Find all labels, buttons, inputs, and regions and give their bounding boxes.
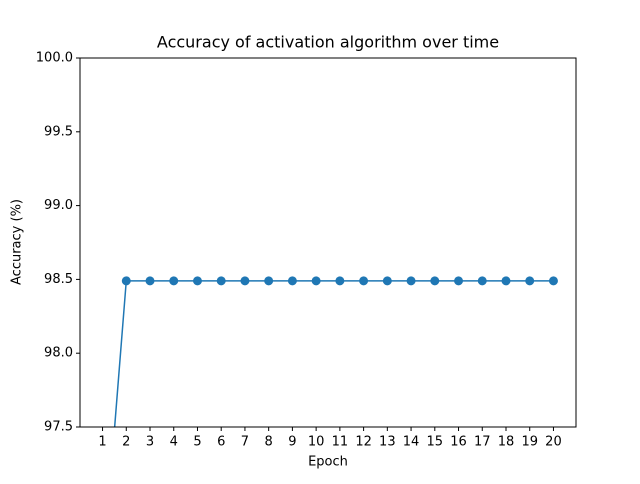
x-tick-label: 16 — [450, 435, 467, 450]
data-point — [287, 276, 297, 286]
data-point — [477, 276, 487, 286]
data-point — [145, 276, 155, 286]
data-point — [335, 276, 345, 286]
y-tick-label: 98.5 — [44, 272, 73, 287]
data-point — [240, 276, 250, 286]
x-tick-label: 10 — [308, 435, 325, 450]
x-tick-label: 11 — [332, 435, 349, 450]
x-tick-label: 3 — [146, 435, 154, 450]
x-tick-label: 18 — [498, 435, 515, 450]
data-point — [169, 276, 179, 286]
y-axis-label: Accuracy (%) — [10, 199, 25, 285]
data-point — [525, 276, 535, 286]
x-tick-label: 14 — [403, 435, 420, 450]
x-tick-label: 17 — [474, 435, 491, 450]
x-tick-label: 7 — [241, 435, 249, 450]
data-point — [216, 276, 226, 286]
x-tick-label: 13 — [379, 435, 396, 450]
data-point — [264, 276, 274, 286]
x-tick-label: 20 — [545, 435, 562, 450]
x-tick-label: 6 — [217, 435, 225, 450]
data-point — [406, 276, 416, 286]
x-tick-label: 9 — [288, 435, 296, 450]
data-point — [359, 276, 369, 286]
plot-area — [113, 276, 558, 427]
data-point — [311, 276, 321, 286]
data-point — [121, 276, 131, 286]
x-axis-label: Epoch — [308, 455, 348, 470]
x-tick-label: 4 — [170, 435, 178, 450]
data-point — [192, 276, 202, 286]
axes-frame — [79, 57, 577, 428]
x-tick-label: 8 — [265, 435, 273, 450]
x-tick-label: 2 — [122, 435, 130, 450]
x-tick-label: 1 — [98, 435, 106, 450]
y-tick-label: 99.5 — [44, 124, 73, 139]
y-tick-label: 100.0 — [36, 51, 73, 66]
chart-title: Accuracy of activation algorithm over ti… — [157, 33, 499, 52]
x-tick-label: 19 — [521, 435, 538, 450]
x-tick-label: 5 — [193, 435, 201, 450]
x-tick-label: 15 — [427, 435, 444, 450]
data-point — [548, 276, 558, 286]
x-tick-label: 12 — [355, 435, 372, 450]
y-tick-label: 99.0 — [44, 198, 73, 213]
data-point — [430, 276, 440, 286]
y-tick-label: 97.5 — [44, 420, 73, 435]
y-tick-label: 98.0 — [44, 346, 73, 361]
data-point — [501, 276, 511, 286]
data-point — [454, 276, 464, 286]
data-point — [382, 276, 392, 286]
